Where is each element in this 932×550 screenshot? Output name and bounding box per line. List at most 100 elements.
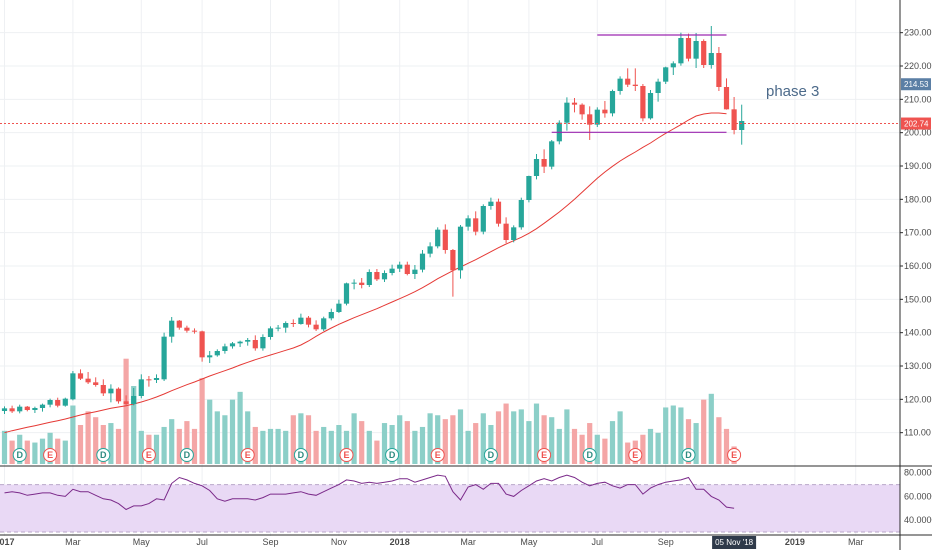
candle[interactable] (199, 330, 205, 362)
candle[interactable] (343, 282, 350, 306)
candle[interactable] (321, 316, 327, 331)
candle[interactable] (511, 225, 517, 243)
candle[interactable] (640, 84, 646, 122)
candle[interactable] (571, 98, 578, 113)
candle[interactable] (176, 320, 182, 330)
candle[interactable] (655, 78, 661, 102)
candle[interactable] (298, 313, 304, 325)
candles[interactable] (1, 26, 745, 414)
candle[interactable] (336, 299, 342, 313)
candle[interactable] (632, 68, 638, 91)
candle[interactable] (594, 107, 600, 127)
candle[interactable] (366, 269, 372, 287)
candle[interactable] (427, 242, 433, 258)
candle[interactable] (131, 388, 137, 406)
candle[interactable] (670, 61, 676, 75)
candle[interactable] (275, 325, 281, 332)
candle[interactable] (533, 154, 540, 180)
dividend-marker[interactable]: D (483, 448, 498, 462)
candle[interactable] (381, 270, 388, 282)
dividend-marker[interactable]: D (681, 448, 696, 462)
dividend-marker[interactable]: D (293, 448, 308, 462)
candle[interactable] (252, 335, 258, 351)
candle[interactable] (237, 340, 243, 347)
candle[interactable] (518, 197, 524, 230)
candle[interactable] (283, 321, 289, 333)
candle[interactable] (495, 198, 502, 227)
candle[interactable] (602, 101, 608, 118)
candle[interactable] (731, 97, 737, 135)
candle[interactable] (609, 89, 616, 117)
candle[interactable] (663, 66, 669, 84)
candle[interactable] (579, 103, 585, 120)
candle[interactable] (541, 149, 547, 173)
candle[interactable] (305, 316, 312, 328)
earnings-marker[interactable]: E (43, 448, 58, 462)
candle[interactable] (123, 395, 129, 407)
candle[interactable] (678, 32, 684, 66)
candle[interactable] (503, 217, 509, 243)
candle[interactable] (457, 225, 464, 279)
candle[interactable] (442, 224, 448, 254)
candle[interactable] (290, 319, 296, 327)
candle[interactable] (169, 317, 175, 343)
candle[interactable] (93, 377, 99, 387)
candle[interactable] (85, 372, 91, 384)
candle[interactable] (100, 379, 106, 396)
candle[interactable] (404, 261, 410, 276)
dividend-marker[interactable]: D (179, 448, 194, 462)
candle[interactable] (328, 308, 334, 321)
candle[interactable] (138, 374, 144, 399)
candle[interactable] (473, 211, 479, 236)
candle[interactable] (564, 97, 570, 131)
candle[interactable] (1, 406, 8, 414)
candle[interactable] (17, 404, 23, 414)
candle[interactable] (412, 265, 418, 279)
candle[interactable] (146, 376, 152, 387)
candle[interactable] (229, 342, 236, 349)
candle[interactable] (184, 325, 190, 333)
candle[interactable] (716, 47, 722, 91)
candle[interactable] (526, 175, 532, 203)
candle[interactable] (214, 349, 220, 357)
dividend-marker[interactable]: D (96, 448, 111, 462)
candle[interactable] (55, 397, 61, 408)
candle[interactable] (435, 227, 441, 249)
candle[interactable] (260, 334, 266, 351)
candle[interactable] (708, 26, 714, 69)
candle[interactable] (222, 343, 228, 354)
candle[interactable] (739, 104, 745, 145)
candle[interactable] (351, 279, 357, 290)
candle[interactable] (115, 387, 122, 404)
earnings-marker[interactable]: E (339, 448, 354, 462)
candle[interactable] (374, 269, 380, 281)
candle[interactable] (245, 338, 251, 346)
earnings-marker[interactable]: E (240, 448, 255, 462)
candle[interactable] (108, 384, 114, 403)
candle[interactable] (647, 90, 654, 120)
candle[interactable] (723, 78, 730, 110)
candle[interactable] (389, 264, 395, 276)
candle[interactable] (488, 197, 494, 210)
candle[interactable] (480, 204, 486, 235)
earnings-marker[interactable]: E (628, 448, 643, 462)
candle[interactable] (549, 140, 555, 170)
dividend-marker[interactable]: D (582, 448, 597, 462)
earnings-marker[interactable]: E (537, 448, 552, 462)
candle[interactable] (77, 369, 84, 380)
candle[interactable] (24, 406, 30, 412)
candle[interactable] (39, 403, 46, 412)
candle[interactable] (701, 39, 707, 68)
candle[interactable] (70, 371, 76, 401)
candle[interactable] (191, 328, 198, 334)
candle[interactable] (397, 261, 403, 272)
candle[interactable] (62, 397, 68, 407)
candle[interactable] (419, 250, 426, 273)
candle[interactable] (47, 398, 53, 408)
candle[interactable] (9, 405, 15, 413)
horizontal-lines[interactable] (0, 34, 900, 133)
candle[interactable] (625, 68, 631, 87)
candle[interactable] (450, 249, 456, 297)
dividend-marker[interactable]: D (12, 448, 27, 462)
